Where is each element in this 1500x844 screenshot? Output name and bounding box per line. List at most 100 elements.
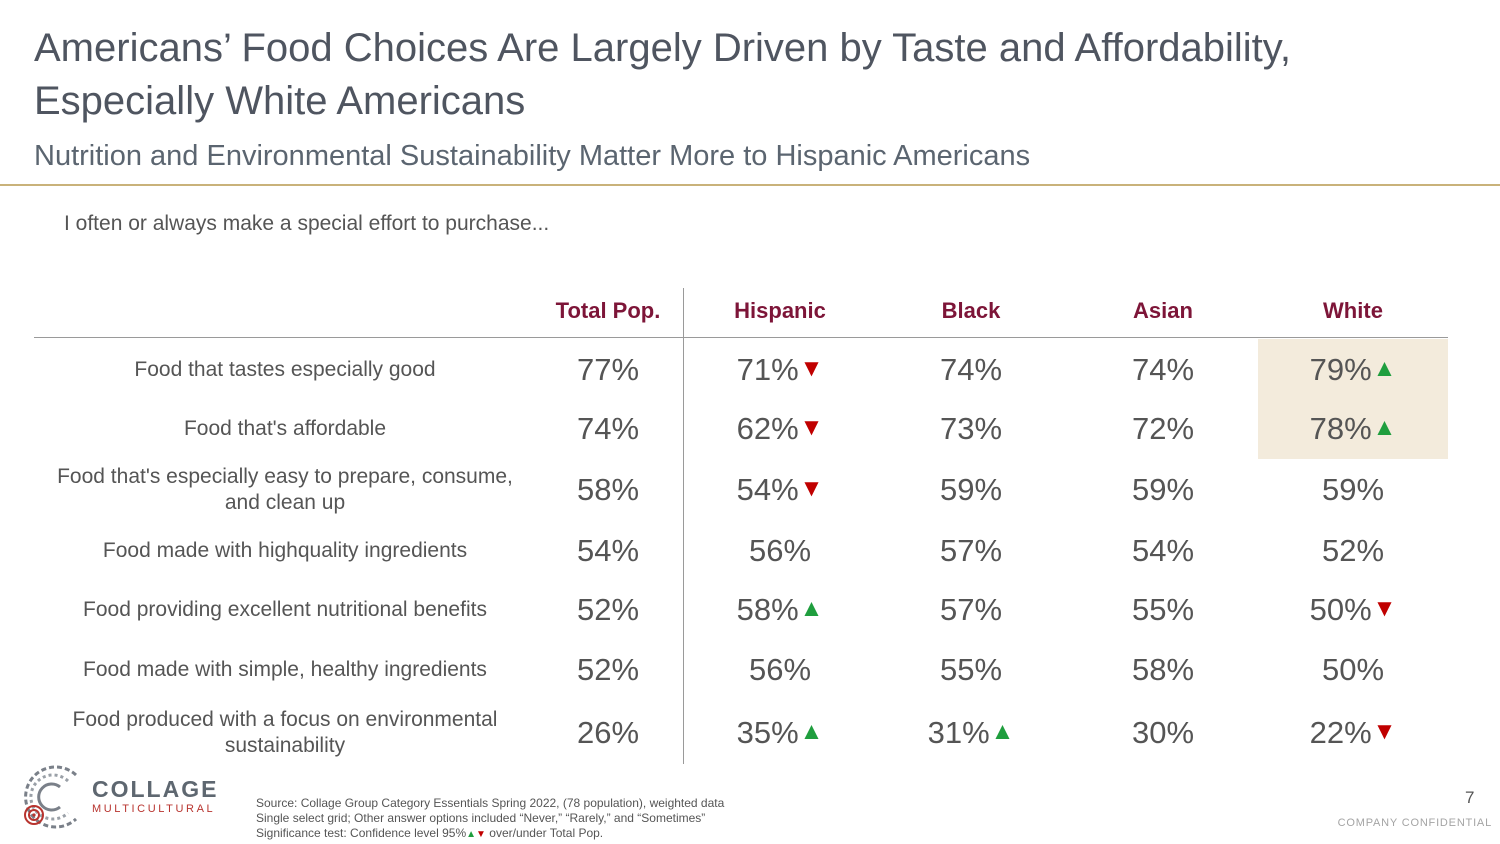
table-cell: 77% [513,341,703,399]
cell-value: 58% [1131,652,1195,687]
source-line-1: Source: Collage Group Category Essential… [256,796,725,810]
table-cell: 58% [513,459,703,521]
row-label: Food produced with a focus on environmen… [72,708,498,757]
sig-down-arrow-icon: ▼ [1372,718,1397,745]
row-label: Food providing excellent nutritional ben… [83,598,487,621]
cell-value: 74% [939,352,1003,387]
cell-value: 71% [736,352,799,387]
table-cell: 57% [876,581,1066,639]
table-cell: 31% ▲ [876,700,1066,766]
table-cell: 56% [685,641,875,699]
legend-down-arrow-icon: ▼ [476,829,486,840]
sig-up-arrow-icon: ▲ [1372,414,1397,441]
cell-value: 77% [576,352,640,387]
sig-down-arrow-icon: ▼ [799,414,824,441]
cell-value: 55% [939,652,1003,687]
cell-value: 72% [1131,411,1195,446]
cell-value: 56% [748,652,812,687]
cell-value: 52% [576,652,640,687]
table-vertical-divider [683,288,684,764]
table-header-divider [34,337,1448,338]
sig-up-arrow-icon: ▲ [799,595,824,622]
cell-value: 30% [1131,715,1195,750]
page-number: 7 [1465,788,1475,807]
column-header: Asian [1133,298,1193,323]
cell-value: 57% [939,533,1003,568]
table-cell: 22% ▼ [1258,700,1448,766]
table-cell: 72% [1068,400,1258,458]
survey-question: I often or always make a special effort … [64,212,550,235]
white-highlight-block [1258,339,1448,459]
column-header: Black [941,298,1001,323]
table-cell: 74% [876,341,1066,399]
row-label: Food made with simple, healthy ingredien… [83,658,487,681]
table-cell: 52% [1258,522,1448,580]
row-label: Food made with highquality ingredients [102,539,468,562]
cell-value: 59% [1321,472,1385,507]
table-cell: 55% [876,641,1066,699]
slide-subtitle: Nutrition and Environmental Sustainabili… [34,140,1031,172]
cell-value: 50% [1321,652,1385,687]
cell-value: 73% [939,411,1003,446]
table-cell: 30% [1068,700,1258,766]
cell-value: 56% [748,533,812,568]
table-cell: 54% ▼ [685,459,875,521]
cell-value: 31% [927,715,990,750]
table-cell: 59% [1258,459,1448,521]
cell-value: 78% [1309,411,1372,446]
title-divider [0,184,1500,186]
source-line-3: Significance test: Confidence level 95%▲… [256,826,604,840]
cell-value: 55% [1131,592,1195,627]
table-cell: 50% ▼ [1258,581,1448,639]
sig-down-arrow-icon: ▼ [799,475,824,502]
cell-value: 58% [736,592,799,627]
table-cell: 26% [513,700,703,766]
table-cell: 55% [1068,581,1258,639]
cell-value: 59% [939,472,1003,507]
table-cell: 54% [513,522,703,580]
cell-value: 50% [1309,592,1372,627]
table-cell: 52% [513,641,703,699]
table-cell: 59% [1068,459,1258,521]
cell-value: 58% [576,472,640,507]
cell-value: 74% [1131,352,1195,387]
cell-value: 74% [576,411,640,446]
table-cell: 74% [513,400,703,458]
cell-value: 62% [736,411,799,446]
table-cell: 58% [1068,641,1258,699]
sig-up-arrow-icon: ▲ [1372,355,1397,382]
source-note: Source: Collage Group Category Essential… [256,796,724,842]
row-label: Food that's affordable [183,417,387,440]
table-cell: 73% [876,400,1066,458]
table-cell: 52% [513,581,703,639]
slide-title: Americans’ Food Choices Are Largely Driv… [34,26,1291,123]
column-header: White [1323,298,1383,323]
table-cell: 74% [1068,341,1258,399]
cell-value: 52% [576,592,640,627]
cell-value: 54% [1131,533,1195,568]
table-cell: 58% ▲ [685,581,875,639]
confidential-label: COMPANY CONFIDENTIAL [1337,817,1492,829]
sig-down-arrow-icon: ▼ [1372,595,1397,622]
source-line-2: Single select grid; Other answer options… [256,811,706,825]
cell-value: 59% [1131,472,1195,507]
sig-up-arrow-icon: ▲ [799,718,824,745]
table-cell: 78% ▲ [1258,400,1448,458]
cell-value: 54% [576,533,640,568]
table-cell: 62% ▼ [685,400,875,458]
column-header: Total Pop. [555,298,661,323]
column-header: Hispanic [734,298,826,323]
cell-value: 57% [939,592,1003,627]
table-cell: 35% ▲ [685,700,875,766]
cell-value: 54% [736,472,799,507]
cell-value: 35% [736,715,799,750]
table-cell: 56% [685,522,875,580]
table-cell: 57% [876,522,1066,580]
row-label: Food that tastes especially good [134,358,436,381]
legend-up-arrow-icon: ▲ [466,829,477,840]
sig-up-arrow-icon: ▲ [990,718,1015,745]
cell-value: 26% [576,715,640,750]
logo-tagline: MULTICULTURAL [92,803,216,815]
logo-wordmark: COLLAGE [92,776,219,802]
row-label: Food that's especially easy to prepare, … [57,465,513,514]
